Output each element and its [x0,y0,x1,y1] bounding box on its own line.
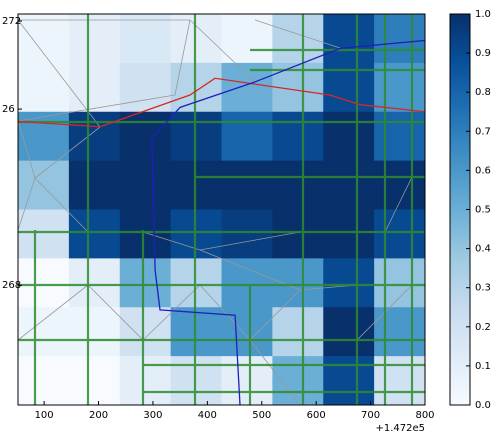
colorbar-tick-label: 0.5 [475,205,491,216]
x-tick-label: 400 [198,410,217,421]
heat-cell [170,209,222,259]
heat-cell [170,62,222,113]
heat-cell [68,14,121,64]
x-tick-label: 800 [415,410,434,421]
x-tick-label: 500 [252,410,271,421]
heat-cell [119,356,172,405]
heatmap [18,14,425,405]
heat-cell [170,14,222,64]
heat-cell [221,160,273,210]
heat-cell [18,209,70,259]
heat-cell [272,356,324,405]
heat-cell [18,307,70,357]
trace-line [151,39,425,405]
heat-cell [221,258,273,308]
heat-cell [68,307,121,357]
y-tick-label: 26 [2,104,15,115]
heat-cell [374,62,425,113]
plot-frame [17,13,426,406]
heat-cell [18,111,70,162]
heat-cell [119,160,172,210]
heat-cell [68,356,121,405]
heat-cell [18,62,70,113]
heat-cell [221,356,273,405]
colorbar-tick-label: 0.8 [475,87,491,98]
heat-cell [323,62,375,113]
heat-cell [221,14,273,64]
heat-cell [119,209,172,259]
heat-cell [119,258,172,308]
heat-cell [323,160,375,210]
heat-cell [18,160,70,210]
heat-cell [170,307,222,357]
heat-cell [119,307,172,357]
heat-cell [374,14,425,64]
x-tick-label: 700 [361,410,380,421]
heat-cell [221,111,273,162]
heat-cell [374,258,425,308]
heat-cell [323,14,375,64]
heat-cell [170,356,222,405]
heat-cell [170,160,222,210]
traces [18,39,425,405]
heat-cell [68,160,121,210]
colorbar-tick-label: 0.0 [475,400,491,411]
y-tick-label: 272 [2,16,21,27]
heat-cell [119,14,172,64]
colorbar-tick-label: 0.7 [475,126,491,137]
heat-cell [68,209,121,259]
colorbar-tick-label: 1.0 [475,9,491,20]
colorbar-tick-label: 0.4 [475,244,491,255]
heat-cell [323,307,375,357]
heat-cell [374,307,425,357]
heat-cell [272,209,324,259]
heat-cell [323,111,375,162]
trace-line [18,77,425,128]
heat-cell [374,209,425,259]
colorbar-tick-label: 0.3 [475,283,491,294]
heat-cell [272,111,324,162]
heat-cell [221,307,273,357]
x-tick-label: 100 [35,410,54,421]
heat-cell [68,62,121,113]
colorbar-tick-label: 0.2 [475,322,491,333]
heat-cell [221,62,273,113]
x-tick-label: 600 [307,410,326,421]
heat-cell [272,258,324,308]
heat-cell [272,307,324,357]
heat-cell [221,209,273,259]
heat-cell [68,258,121,308]
x-tick-label: 300 [143,410,162,421]
heat-cell [18,356,70,405]
colorbar-tick-label: 0.6 [475,165,491,176]
x-tick-label: 200 [89,410,108,421]
heat-cell [374,111,425,162]
heat-cell [323,209,375,259]
x-offset-text: +1.472e5 [375,423,425,434]
heat-cell [170,111,222,162]
heat-cell [119,111,172,162]
heat-cell [323,258,375,308]
heat-cell [18,14,70,64]
y-tick-label: 268 [2,280,21,291]
heat-cell [272,14,324,64]
heat-cell [323,356,375,405]
colorbar-tick-label: 0.1 [475,361,491,372]
heat-cell [18,258,70,308]
heat-cell [374,356,425,405]
heat-cell [68,111,121,162]
heat-cell [272,160,324,210]
colorbar-tick-label: 0.9 [475,48,491,59]
